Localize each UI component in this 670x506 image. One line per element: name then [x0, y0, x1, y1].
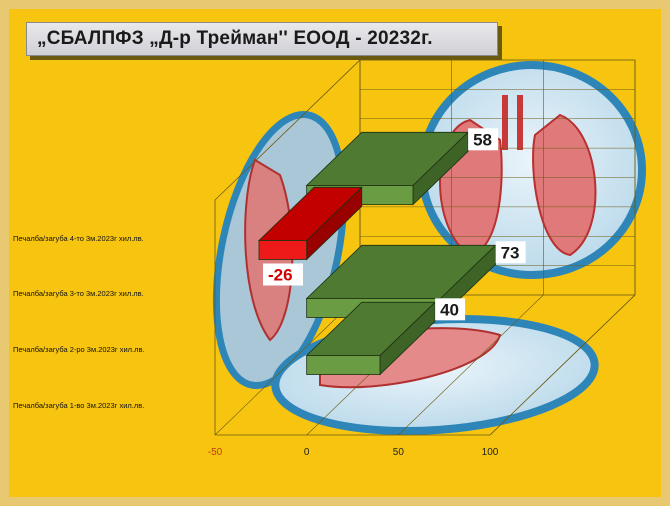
data-label-text: 40 — [440, 300, 459, 319]
data-label-3: 73 — [495, 241, 526, 264]
floor-gridline — [214, 294, 361, 436]
data-label-text: 58 — [473, 130, 492, 149]
x-tick-label: 100 — [482, 447, 499, 458]
chart-title: „СБАЛПФЗ „Д-р Трейман'' ЕООД - 20232г. — [37, 28, 433, 49]
data-label-1: 58 — [468, 128, 499, 151]
data-label-box — [495, 241, 526, 264]
category-label: Печалба/загуба 1-во 3м.2023г хил.лв. — [13, 401, 144, 410]
bar-front — [306, 355, 381, 375]
x-tick-labels: -50 0 50 100 — [208, 447, 499, 458]
data-label-box — [435, 298, 466, 321]
floor-edge — [489, 294, 636, 436]
data-label-text: -26 — [268, 266, 293, 285]
data-label-2: -26 — [263, 263, 303, 286]
category-label: Печалба/загуба 3-то 3м.2023г хил.лв. — [13, 289, 144, 298]
bar-4 — [305, 301, 437, 376]
bar-front — [258, 240, 308, 260]
x-tick-label: -50 — [208, 447, 223, 458]
data-label-4: 40 — [435, 298, 466, 321]
data-labels: 58 -26 73 40 — [263, 128, 526, 321]
category-label: Печалба/загуба 2-ро 3м.2023г хил.лв. — [13, 345, 145, 354]
bars-group — [258, 131, 497, 376]
plot-axes — [214, 59, 636, 436]
data-label-text: 73 — [501, 243, 520, 262]
x-tick-label: 0 — [304, 447, 310, 458]
x-tick-label: 50 — [393, 447, 405, 458]
floor-gridline — [398, 294, 544, 436]
category-labels: Печалба/загуба 4-то 3м.2023г хил.лв. Печа… — [13, 234, 145, 410]
bar-2 — [258, 186, 363, 261]
data-label-box — [263, 263, 303, 286]
data-label-box — [468, 128, 499, 151]
chart-title-box: „СБАЛПФЗ „Д-р Трейман'' ЕООД - 20232г. — [26, 22, 498, 56]
category-label: Печалба/загуба 4-то 3м.2023г хил.лв. — [13, 234, 144, 243]
